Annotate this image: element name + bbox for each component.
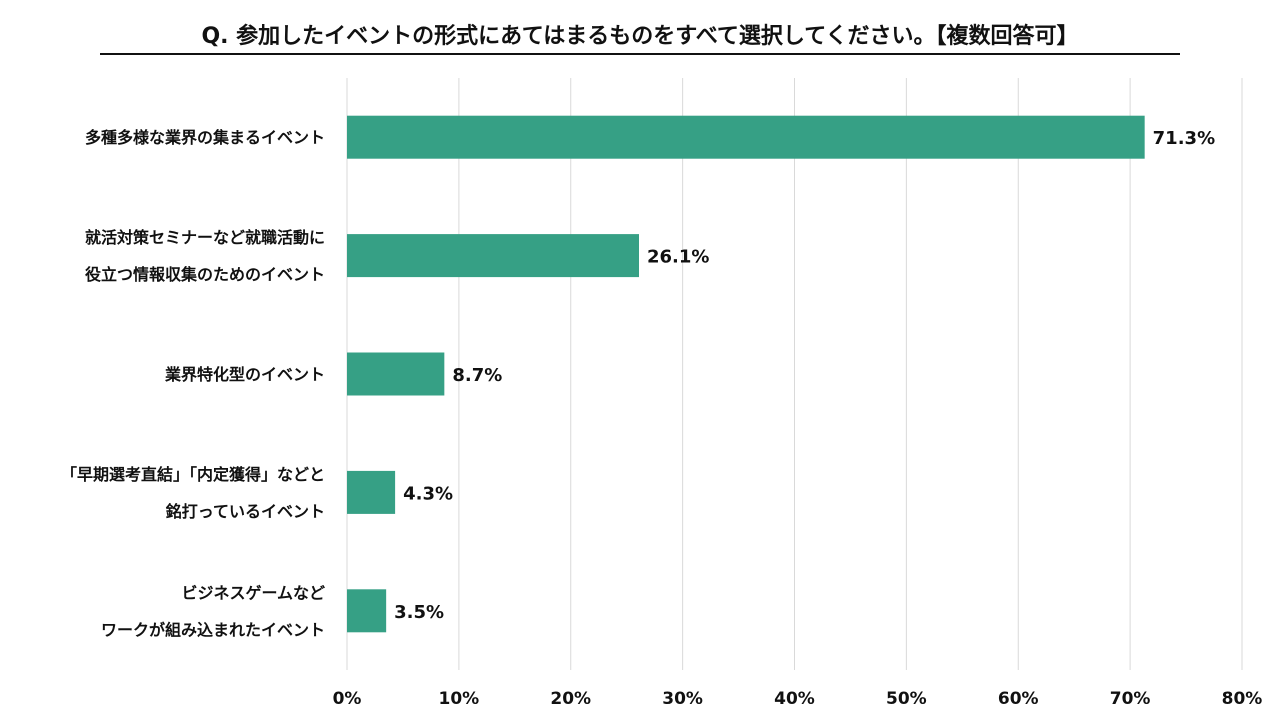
x-tick-label: 10% (439, 689, 480, 709)
category-label: 業界特化型のイベント (164, 365, 325, 384)
category-label: 就活対策セミナーなど就職活動に (85, 228, 325, 247)
value-label: 8.7% (452, 365, 502, 386)
x-tick-label: 20% (550, 689, 591, 709)
x-tick-label: 80% (1222, 689, 1263, 709)
value-label: 71.3% (1153, 128, 1215, 149)
x-tick-label: 60% (998, 689, 1039, 709)
category-label: 「早期選考直結」「内定獲得」などと (61, 465, 325, 484)
x-tick-label: 30% (662, 689, 703, 709)
x-tick-label: 40% (774, 689, 815, 709)
value-label: 26.1% (647, 247, 709, 268)
value-labels: 71.3% 26.1% 8.7% 4.3% 3.5% (394, 128, 1215, 623)
x-tick-labels: 0% 10% 20% 30% 40% 50% 60% 70% 80% (333, 689, 1263, 709)
category-labels: 多種多様な業界の集まるイベント就活対策セミナーなど就職活動に役立つ情報収集のため… (61, 128, 325, 639)
bar (347, 589, 387, 633)
bar (347, 115, 1145, 159)
x-tick-label: 50% (886, 689, 927, 709)
chart-title: Q. 参加したイベントの形式にあてはまるものをすべて選択してください。【複数回答… (100, 18, 1180, 55)
category-label: 銘打っているイベント (166, 502, 325, 521)
category-label: 多種多様な業界の集まるイベント (85, 128, 325, 147)
x-tick-label: 70% (1110, 689, 1151, 709)
bar (347, 470, 396, 514)
category-label: ワークが組み込まれたイベント (101, 620, 325, 639)
bars (347, 115, 1145, 633)
category-label: 役立つ情報収集のためのイベント (85, 265, 325, 284)
value-label: 3.5% (394, 602, 444, 623)
value-label: 4.3% (403, 483, 453, 504)
gridlines (346, 78, 1243, 670)
category-label: ビジネスゲームなど (181, 583, 325, 602)
bar (347, 352, 445, 396)
bar (347, 234, 639, 278)
x-tick-label: 0% (333, 689, 362, 709)
